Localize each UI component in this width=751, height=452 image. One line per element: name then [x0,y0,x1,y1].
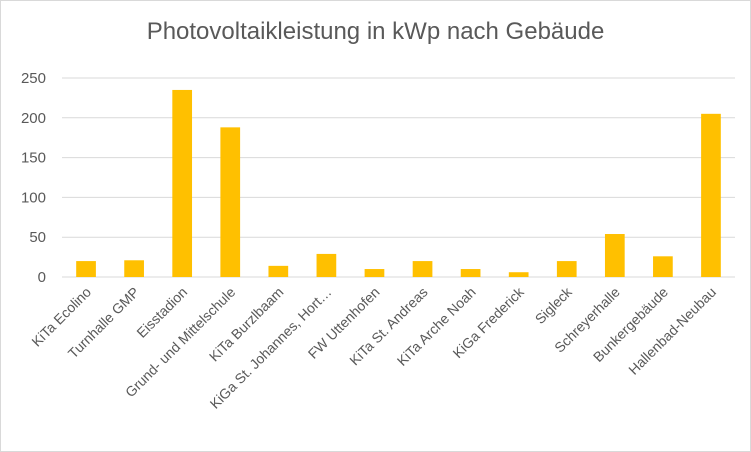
y-tick-label: 50 [29,229,46,246]
bar [460,269,481,277]
gridlines [62,77,735,278]
bar [412,261,433,277]
bar [701,113,721,277]
y-tick-label: 250 [21,70,46,87]
bar [653,256,673,277]
bar [124,260,144,277]
bar [604,234,625,277]
bar [268,265,289,277]
bar [220,127,241,278]
bar [364,269,385,277]
x-tick-label: Hallenbad-Neubau [625,284,719,378]
chart-title: Photovoltaikleistung in kWp nach Gebäude [146,18,605,45]
bar [316,253,337,277]
bar [508,272,529,277]
y-tick-label: 0 [38,269,46,286]
y-tick-label: 200 [21,110,46,127]
bar [172,89,193,277]
y-tick-label: 150 [21,150,46,167]
bar [556,261,577,277]
bar [76,261,96,277]
bars [76,89,721,278]
x-tick-label: Sigleck [532,283,576,327]
y-axis-ticks: 0 50 100 150 200 250 [21,70,46,286]
y-tick-label: 100 [21,189,46,206]
